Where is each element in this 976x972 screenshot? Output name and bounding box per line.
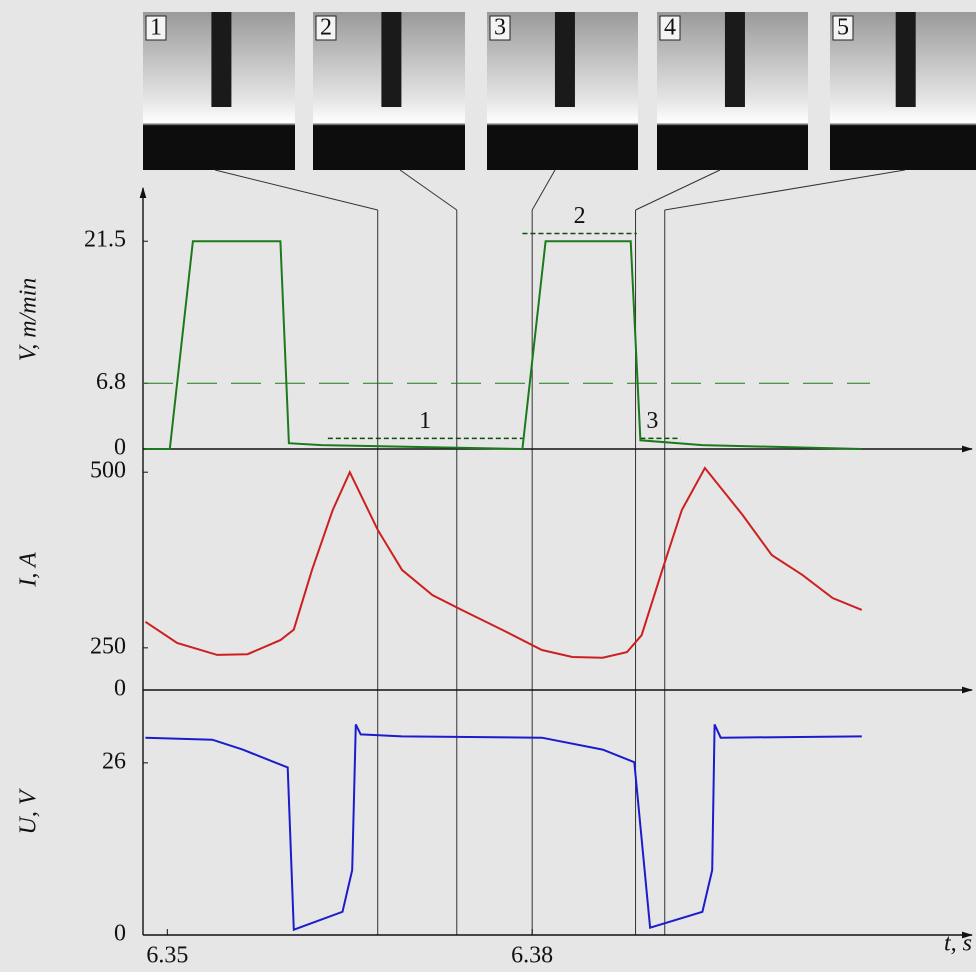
frame-label: 5 <box>837 15 849 41</box>
y-axis-label: I, A <box>16 552 42 588</box>
frame-label: 4 <box>664 15 676 41</box>
frame-label: 1 <box>150 15 162 41</box>
annotation-label: 3 <box>646 408 658 434</box>
y-tick-label: 0 <box>114 921 126 947</box>
electrode <box>724 12 745 107</box>
data-line <box>144 466 863 659</box>
frame-label-box <box>315 15 337 41</box>
baseline-label: 0 <box>114 676 126 702</box>
frame-label: 3 <box>494 15 506 41</box>
frame-connector <box>214 169 378 211</box>
electrode <box>211 12 232 107</box>
x-tick-label: 6.35 <box>146 943 188 969</box>
y-tick-label: 250 <box>90 633 126 659</box>
data-line <box>145 723 862 932</box>
x-axis-label: t, s <box>944 931 972 957</box>
electrode <box>895 12 916 107</box>
electrode <box>554 12 575 107</box>
annotation-label: 2 <box>574 203 586 229</box>
y-tick-label: 26 <box>102 748 126 774</box>
frame-label: 2 <box>320 15 332 41</box>
frame-label-box <box>659 15 681 41</box>
y-tick-label: 21.5 <box>84 227 126 253</box>
y-axis-label: U, V <box>16 788 42 834</box>
data-line <box>145 240 862 451</box>
y-axis-label: V, m/min <box>16 278 42 362</box>
x-tick-label: 6.38 <box>511 943 553 969</box>
frame-label-box <box>145 15 167 41</box>
y-tick-label: 500 <box>90 458 126 484</box>
annotation-label: 1 <box>419 408 431 434</box>
y-tick-label: 6.8 <box>96 369 126 395</box>
y-tick-label: 0 <box>114 435 126 461</box>
frame-connector <box>531 169 556 211</box>
frame-connector <box>664 169 906 211</box>
frame-connector <box>635 169 721 211</box>
frame-label-box <box>489 15 511 41</box>
frame-label-box <box>832 15 854 41</box>
electrode <box>381 12 402 107</box>
frame-connector <box>399 169 458 211</box>
